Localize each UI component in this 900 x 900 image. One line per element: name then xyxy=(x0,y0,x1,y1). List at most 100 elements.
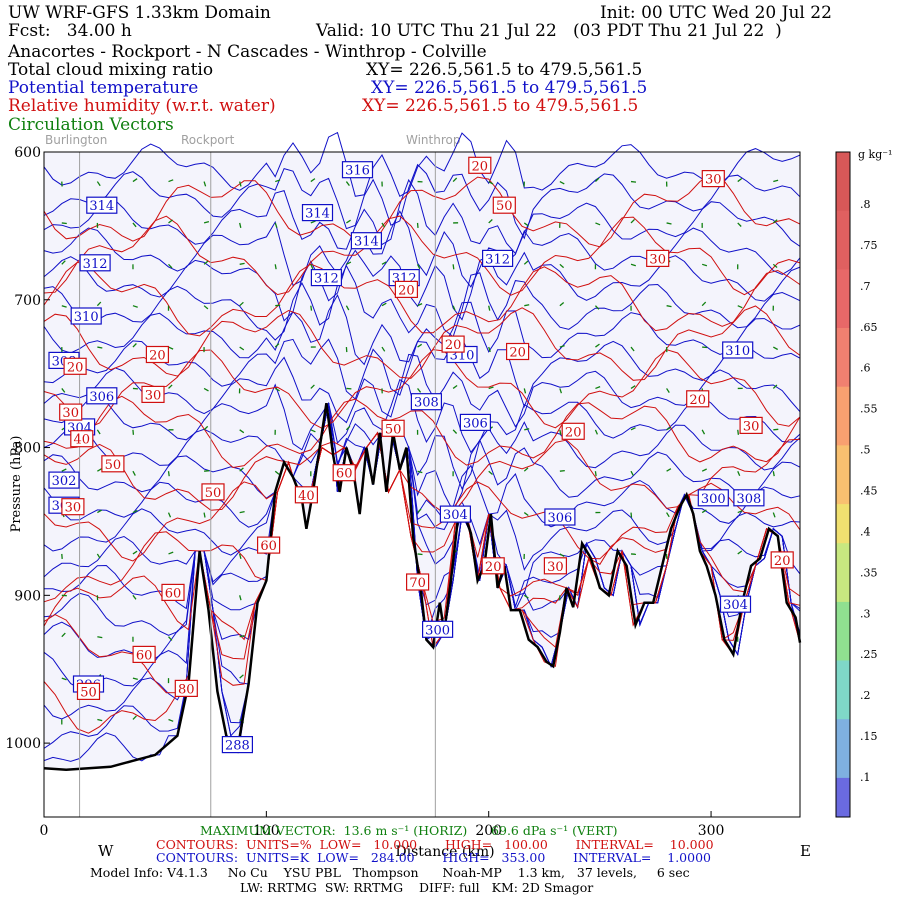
circulation-vector xyxy=(203,387,209,392)
rh-contour-label: 50 xyxy=(105,458,122,473)
colorbar-segment xyxy=(836,191,850,212)
rh-contour-label-box xyxy=(468,156,492,174)
theta-contour xyxy=(43,403,801,490)
theta-contour-label-box xyxy=(301,204,334,222)
circulation-vector xyxy=(595,343,600,348)
theta-contour-label-box xyxy=(70,307,102,325)
circulation-vector xyxy=(239,222,242,228)
circulation-vector xyxy=(488,219,493,224)
colorbar-segment xyxy=(836,328,850,349)
theta-contour-label-box xyxy=(350,232,382,250)
theta-contour xyxy=(43,403,801,762)
circulation-vector xyxy=(239,301,244,307)
colorbar-segment xyxy=(836,249,850,270)
rh-contour-label: 80 xyxy=(178,682,195,697)
rh-contour-label: 20 xyxy=(689,393,706,408)
circulation-vector xyxy=(61,468,67,472)
circulation-vector xyxy=(773,428,779,431)
theta-contour-label: 312 xyxy=(314,272,339,287)
circulation-vector xyxy=(416,264,421,270)
circulation-vector xyxy=(61,677,67,681)
circulation-vector xyxy=(666,468,672,472)
theta-contour-label-box xyxy=(446,345,478,364)
theta-contour-label-box xyxy=(733,489,765,507)
rh-contour-label-box xyxy=(506,342,530,361)
field-rh-xy: XY= 226.5,561.5 to 479.5,561.5 xyxy=(362,96,639,116)
rh-contour-label: 30 xyxy=(649,252,666,267)
rh-contour xyxy=(43,431,801,694)
circulation-vector xyxy=(737,343,742,348)
terrain-profile xyxy=(43,403,802,771)
circulation-vector xyxy=(559,301,565,307)
circulation-vector xyxy=(452,549,458,555)
colorbar-tick-label: .75 xyxy=(860,239,878,252)
rh-contour xyxy=(43,305,801,381)
rh-contour xyxy=(43,173,801,248)
colorbar-tick-label: .6 xyxy=(860,362,871,375)
theta-contour xyxy=(43,163,801,240)
circulation-vector xyxy=(203,220,210,224)
theta-contour-label: 316 xyxy=(345,164,370,179)
colorbar-segment xyxy=(836,562,850,583)
circulation-vector xyxy=(772,512,776,518)
circulation-vector xyxy=(132,594,137,600)
circulation-vector xyxy=(381,222,386,228)
theta-contour-label: 310 xyxy=(725,344,750,359)
rh-contour-label-box xyxy=(141,385,165,403)
theta-contour-label-box xyxy=(341,161,374,179)
theta-contour xyxy=(43,210,801,288)
theta-contour-label: 308 xyxy=(414,396,439,411)
circulation-vector xyxy=(97,346,103,349)
rh-contour-label: 60 xyxy=(260,539,277,554)
colorbar-segment xyxy=(836,680,850,701)
rh-contour-label-box xyxy=(394,280,418,298)
colorbar-tick-label: .5 xyxy=(860,444,871,457)
colorbar-segment xyxy=(836,641,850,662)
circulation-vector xyxy=(61,260,66,265)
circulation-vector xyxy=(594,177,600,183)
rh-contour-label: 30 xyxy=(62,406,79,421)
theta-contour-label: 288 xyxy=(225,739,250,754)
circulation-vector xyxy=(96,301,102,307)
init-time: Init: 00 UTC Wed 20 Jul 22 xyxy=(600,3,832,23)
colorbar-segment xyxy=(836,621,850,642)
theta-contour-label-box xyxy=(697,489,729,507)
rh-contour-label-box xyxy=(381,419,405,437)
circulation-vector xyxy=(239,467,244,472)
theta-contour-label-box xyxy=(72,675,105,693)
circulation-vector xyxy=(488,386,494,390)
colorbar-segment xyxy=(836,699,850,720)
circulation-vector xyxy=(594,305,600,310)
y-axis-label: Pressure (hPa) xyxy=(9,436,24,533)
circulation-vector xyxy=(96,674,102,679)
circulation-vector xyxy=(523,222,529,227)
circulation-vector xyxy=(310,384,315,389)
circulation-vector xyxy=(239,429,245,434)
colorbar-tick-label: .55 xyxy=(860,403,878,416)
rh-contour xyxy=(43,349,801,429)
rh-contour-label-box xyxy=(543,557,568,575)
circulation-vector xyxy=(239,181,242,187)
colorbar-segment xyxy=(836,269,850,290)
circulation-vector xyxy=(737,594,742,600)
rh-contour-label: 20 xyxy=(509,346,526,361)
rh-contour-label: 60 xyxy=(136,648,153,663)
circulation-vector xyxy=(773,179,779,183)
rh-contour-label-box xyxy=(201,483,225,501)
x-tick-label: 0 xyxy=(40,823,49,839)
circulation-vector xyxy=(737,550,743,555)
rh-contour xyxy=(43,431,801,562)
rh-contour-label-box xyxy=(59,403,83,421)
rh-contour-label: 50 xyxy=(80,685,97,700)
circulation-vector xyxy=(559,388,563,394)
theta-contour-label: 304 xyxy=(723,598,748,613)
circulation-vector xyxy=(310,429,316,433)
rh-contour xyxy=(43,261,801,337)
circulation-vector xyxy=(488,263,494,265)
theta-contour xyxy=(43,378,801,454)
theta-contour-label: 300 xyxy=(425,623,450,638)
circulation-vector xyxy=(381,346,386,352)
rh-contour-label-box xyxy=(646,249,670,267)
colorbar-segment xyxy=(836,719,850,740)
theta-contour-label: 314 xyxy=(89,199,114,214)
